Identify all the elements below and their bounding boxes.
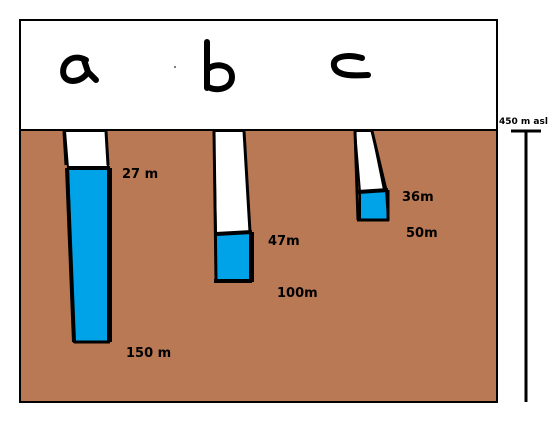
stray-dot (174, 66, 176, 68)
well-c-water-depth: 36m (402, 190, 434, 205)
well-letter-c: c (330, 53, 371, 79)
well-c-water (359, 188, 390, 221)
well-letter-a: a (60, 54, 99, 84)
well-a-total-depth: 150 m (126, 346, 171, 361)
well-b-water-depth: 47m (268, 234, 300, 249)
elevation-scale: 450 m asl (499, 117, 548, 402)
well-b-total-depth: 100m (277, 286, 318, 301)
well-a: 27 m 150 m (62, 130, 171, 361)
elevation-label: 450 m asl (499, 117, 548, 127)
well-b: 47m 100m (212, 130, 318, 301)
sky-area (19, 19, 498, 131)
well-c: 36m 50m (353, 130, 438, 241)
well-c-total-depth: 50m (406, 226, 438, 241)
well-a-dry-shaft (63, 130, 110, 169)
well-letter-b: b (204, 39, 235, 93)
well-a-water-depth: 27 m (122, 167, 158, 182)
well-b-water (215, 230, 251, 281)
